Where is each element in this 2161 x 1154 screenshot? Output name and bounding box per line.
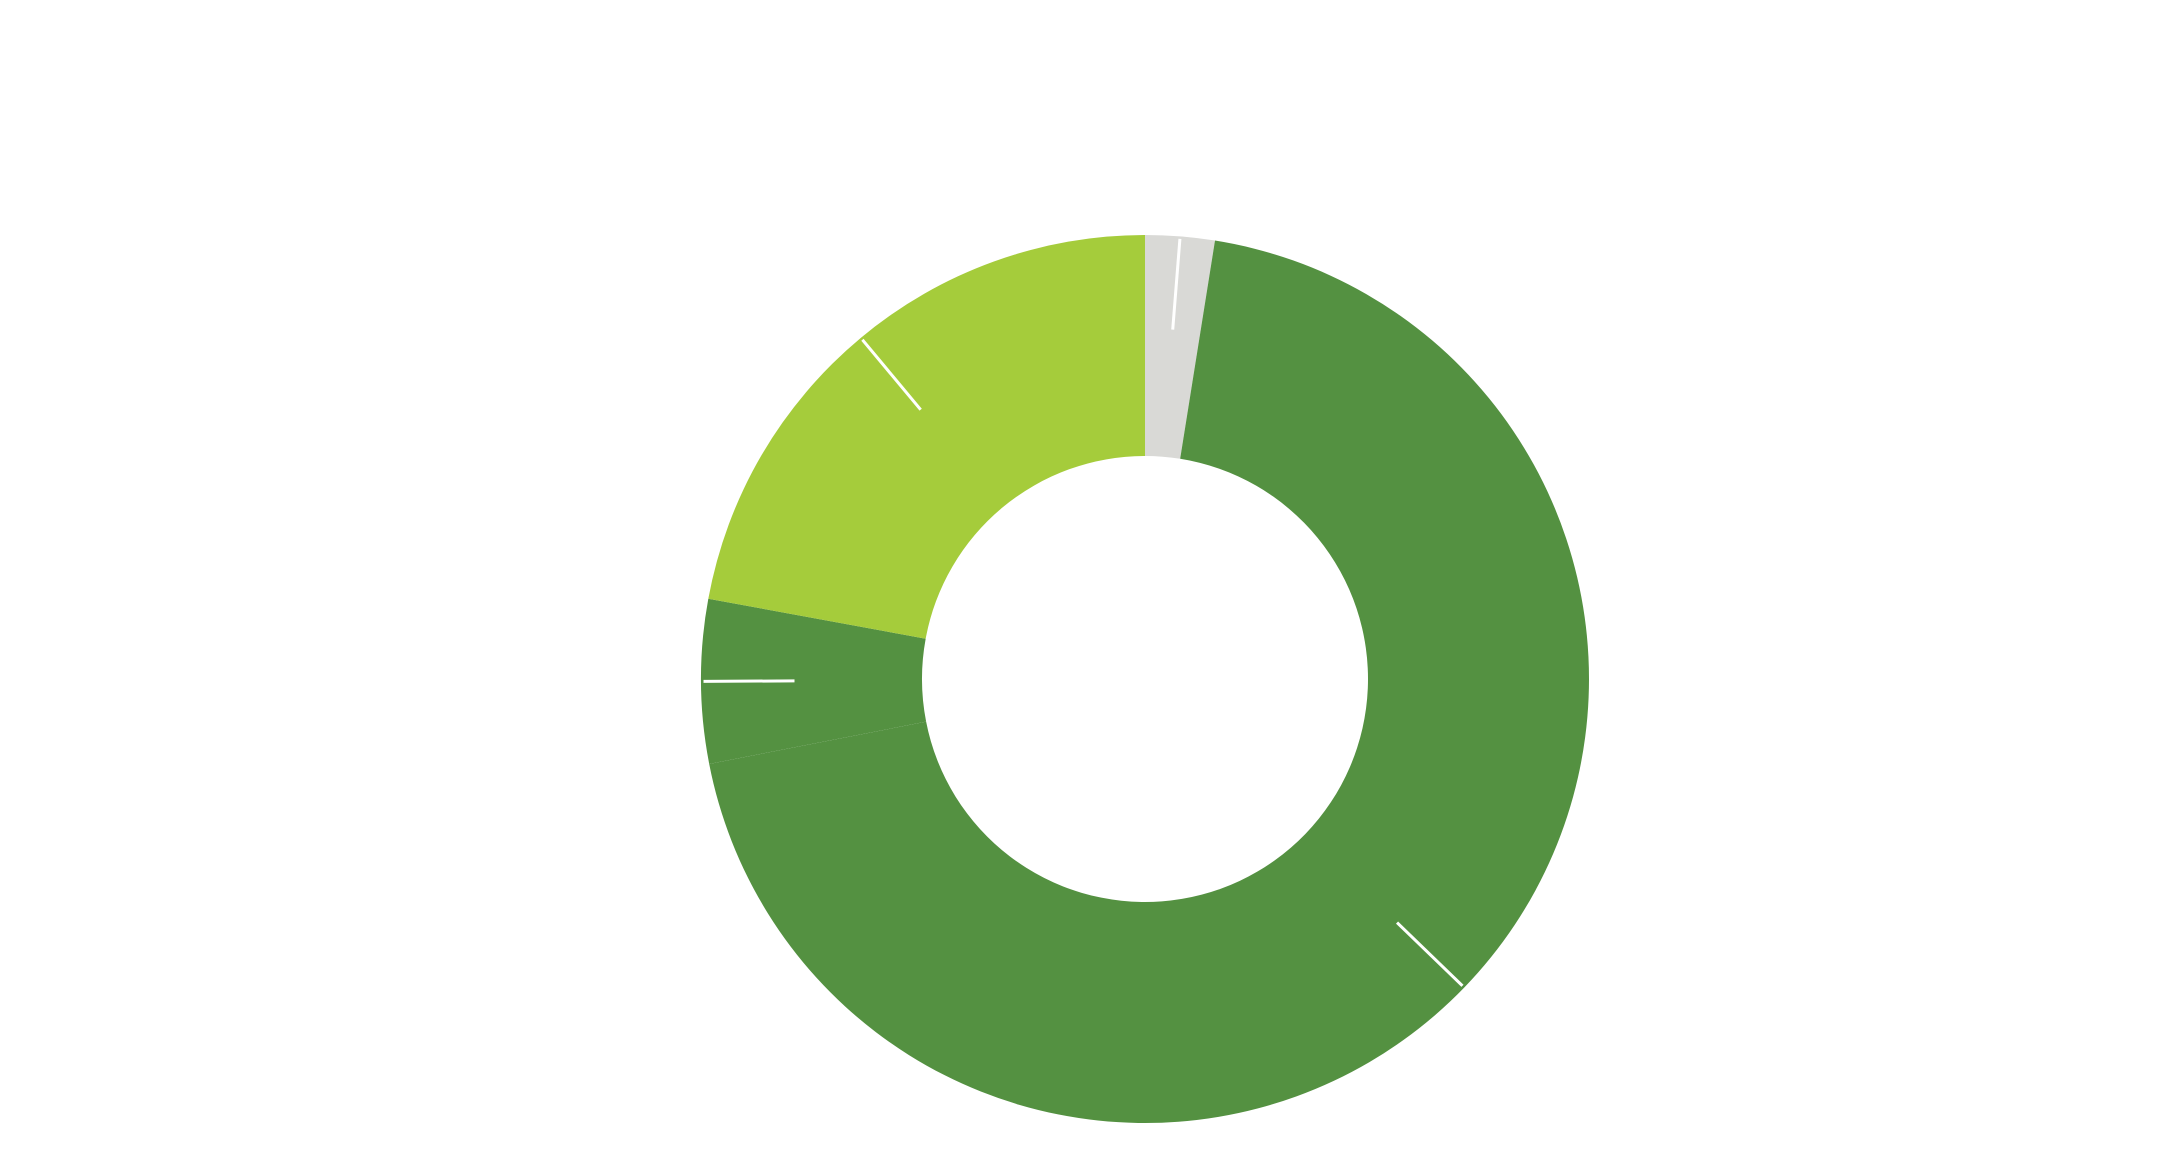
donut-slice xyxy=(709,240,1589,1123)
leader-line xyxy=(1395,921,1464,987)
leader-line xyxy=(1171,238,1182,330)
donut-slice xyxy=(700,598,927,764)
leader-lines xyxy=(703,238,1464,987)
donut-slice xyxy=(1145,235,1216,459)
donut-slice xyxy=(708,235,1145,639)
donut-slices xyxy=(700,235,1589,1123)
leader-line xyxy=(861,338,922,411)
